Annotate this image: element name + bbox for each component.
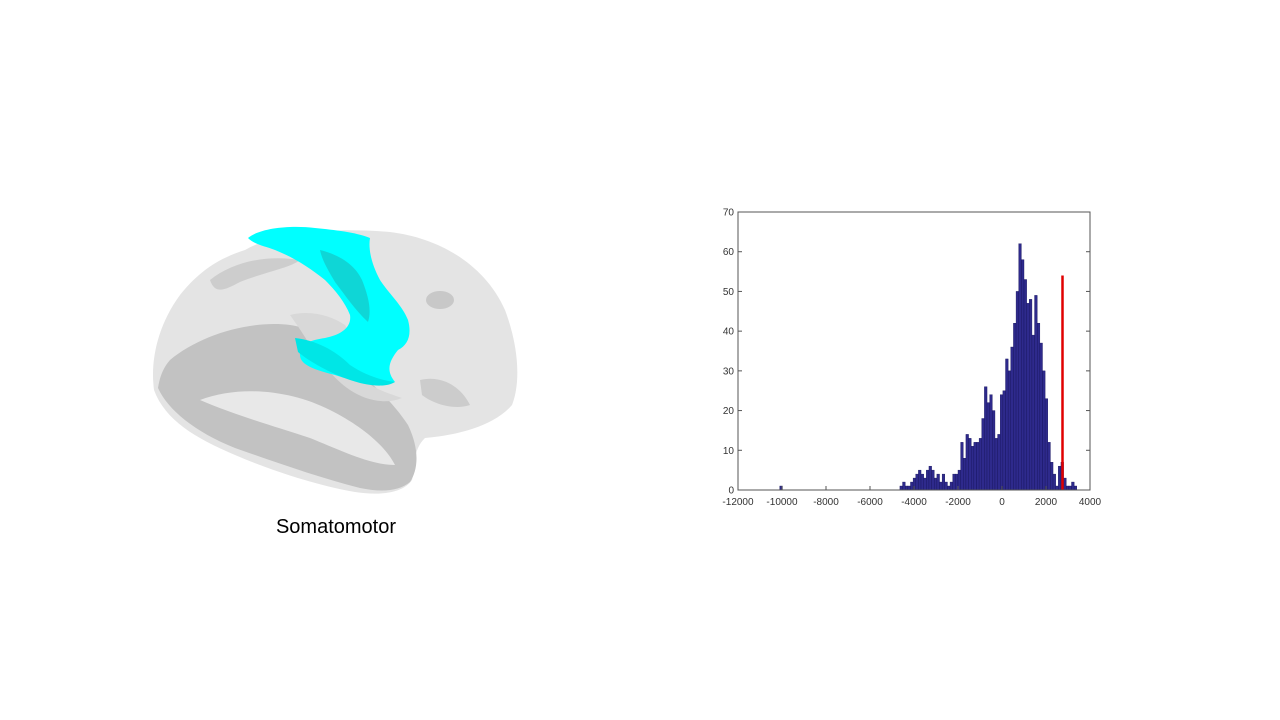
- temporal-gyrus-highlight: [200, 391, 395, 465]
- histogram-bar: [902, 481, 906, 491]
- histogram-bar: [960, 442, 964, 491]
- histogram-bar: [978, 438, 982, 491]
- y-tick-label: 30: [723, 366, 735, 377]
- x-tick-label: -10000: [766, 497, 798, 508]
- histogram-bar: [952, 473, 956, 491]
- histogram-bar: [976, 442, 980, 491]
- upper-shadow: [210, 258, 300, 290]
- histogram-bar: [965, 434, 969, 491]
- histogram-bar: [1005, 358, 1009, 491]
- histogram-bar: [907, 485, 911, 491]
- histogram-bar: [968, 438, 972, 491]
- histogram-bar: [1013, 322, 1017, 491]
- histogram-chart: -12000 -10000 -8000 -6000 -4000 -2000 0 2000 400…: [722, 208, 1102, 509]
- histogram-bar: [1044, 398, 1048, 491]
- histogram-bar: [997, 434, 1001, 491]
- histogram-bar: [971, 446, 975, 491]
- histogram-bar: [1002, 390, 1006, 491]
- histogram-bar: [947, 485, 951, 491]
- histogram-bar: [1066, 485, 1070, 491]
- histogram-bar: [1055, 485, 1059, 491]
- histogram-bar: [1047, 442, 1051, 491]
- histogram-bar: [981, 418, 985, 491]
- histogram-bar: [1073, 485, 1078, 491]
- x-tick-label: -12000: [722, 497, 754, 508]
- histogram-bar: [920, 473, 924, 491]
- histogram-bar: [1018, 243, 1022, 491]
- histogram-bar: [1000, 394, 1004, 491]
- histogram-bar: [899, 485, 903, 491]
- histogram-bar: [1031, 334, 1035, 491]
- histogram-bar: [1034, 295, 1038, 491]
- histogram-bar: [1039, 342, 1043, 491]
- y-tick-label: 70: [723, 208, 735, 219]
- frontal-dimple: [420, 378, 470, 407]
- histogram-bar: [1063, 477, 1067, 491]
- histogram-bar: [963, 458, 967, 491]
- histogram-bar: [915, 473, 919, 491]
- histogram-bar: [1015, 291, 1019, 491]
- histogram-bar: [936, 473, 940, 491]
- histogram-bar: [1007, 370, 1012, 491]
- y-tick-label: 10: [723, 446, 735, 457]
- histogram-bar: [994, 438, 998, 491]
- histogram-bar: [904, 485, 909, 491]
- x-tick-label: 0: [999, 497, 1005, 508]
- histogram-bar: [910, 481, 914, 491]
- somatomotor-region-lower: [295, 338, 395, 386]
- histogram-bar: [928, 465, 932, 491]
- x-tick-label: -4000: [901, 497, 927, 508]
- somatomotor-region: [248, 226, 410, 384]
- histogram-bar: [1050, 462, 1054, 491]
- histogram-bar: [973, 442, 977, 491]
- y-axis: 0 10 20 30 40 50 60 70: [723, 208, 1090, 497]
- histogram-bar: [986, 402, 990, 491]
- histogram-bar: [926, 469, 930, 491]
- histogram-bar: [931, 469, 935, 491]
- histogram-bar: [1052, 473, 1056, 491]
- histogram-bar: [934, 477, 938, 491]
- y-tick-label: 60: [723, 247, 735, 258]
- region-caption: Somatomotor: [275, 516, 397, 538]
- x-axis: -12000 -10000 -8000 -6000 -4000 -2000 0 2000 400…: [722, 486, 1102, 508]
- x-tick-label: -6000: [857, 497, 883, 508]
- histogram-bar: [923, 477, 927, 491]
- histogram-bar: [1023, 279, 1027, 491]
- histogram-bar: [1037, 322, 1041, 491]
- x-tick-label: -2000: [945, 497, 971, 508]
- histogram-bar: [918, 469, 922, 491]
- histogram-bar: [941, 473, 946, 491]
- bars-layer: [779, 243, 1078, 491]
- histogram-bar: [1068, 485, 1072, 491]
- histogram-bar: [984, 386, 988, 491]
- histogram-bar: [949, 481, 953, 491]
- x-tick-label: 4000: [1079, 497, 1102, 508]
- y-tick-label: 0: [728, 486, 734, 497]
- histogram-bar: [992, 410, 996, 491]
- histogram-bar: [1042, 370, 1046, 491]
- x-tick-label: 2000: [1035, 497, 1058, 508]
- y-tick-label: 20: [723, 406, 735, 417]
- histogram-bar: [939, 481, 943, 491]
- histogram-bar: [989, 394, 993, 491]
- histogram-bar: [1071, 481, 1075, 491]
- parietal-dimple: [426, 291, 454, 309]
- x-tick-label: -8000: [813, 497, 839, 508]
- histogram-bar: [1026, 303, 1030, 491]
- brain-surface-figure: [153, 226, 518, 494]
- histogram-bar: [944, 481, 948, 491]
- histogram-bar: [1058, 465, 1062, 491]
- histogram-bar: [1029, 299, 1033, 491]
- histogram-bar: [1021, 259, 1025, 491]
- y-tick-label: 40: [723, 327, 735, 338]
- y-tick-label: 50: [723, 287, 735, 298]
- somatomotor-region-shade: [320, 250, 370, 322]
- histogram-bar: [1010, 346, 1014, 491]
